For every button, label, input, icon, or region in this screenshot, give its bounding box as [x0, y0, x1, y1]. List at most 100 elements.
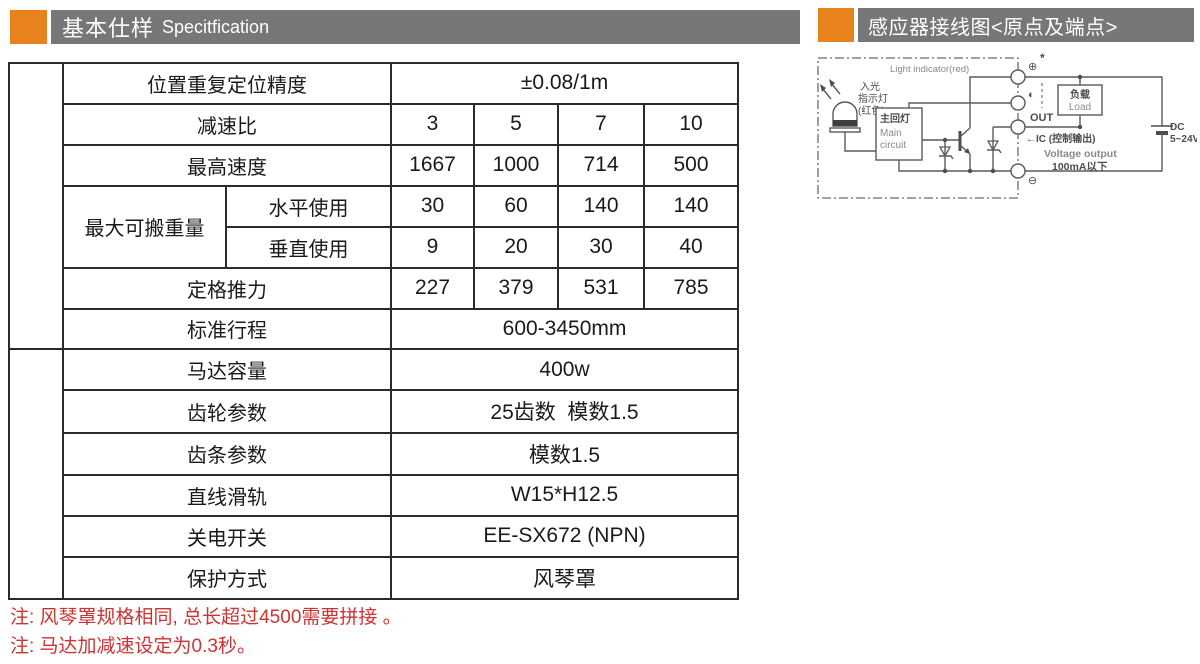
cell-ratio-1: 3	[390, 102, 475, 146]
table-row: 规 格 Spec 位置重复定位精度 ±0.08/1m	[8, 61, 740, 351]
cell-speed-2: 1000	[473, 143, 559, 187]
cell-thrust-1: 227	[390, 266, 475, 310]
table-row: 减速比 3 5 7 10	[9, 102, 740, 146]
table-row: 保护方式 风琴罩	[9, 555, 740, 601]
section-label-parts: 部 品 Parts	[8, 348, 64, 600]
cell-vertical-2: 20	[473, 225, 559, 269]
cell-precision-value: ±0.08/1m	[389, 62, 740, 105]
accent-square-left	[10, 10, 47, 44]
row-label-vertical: 垂直使用	[225, 225, 392, 269]
row-label-motor: 马达容量	[62, 348, 392, 392]
table-row: 关电开关 EE-SX672 (NPN)	[9, 514, 740, 558]
led-label-line2: 指示灯	[858, 92, 888, 105]
led-label-line1: 入光	[860, 80, 880, 93]
junction-dot	[1077, 74, 1083, 80]
cell-speed-3: 714	[557, 143, 645, 187]
dc-voltage-label: 5~24V	[1170, 134, 1197, 145]
cell-thrust-4: 785	[642, 266, 740, 310]
cell-horizontal-4: 140	[642, 184, 740, 228]
transistor-icon	[958, 127, 971, 171]
table-row: 定格推力 227 379 531 785	[9, 266, 740, 310]
led-to-circuit-wire	[844, 132, 876, 152]
section-spec-char2: 格	[21, 194, 51, 228]
sensor-wiring-diagram: DC 5~24V 负载 Load ⊕ * ◐ OUT ⊖ ←IC (控制输出) …	[817, 51, 1197, 199]
cell-speed-4: 500	[642, 143, 740, 187]
section-spec-char1: 规	[21, 162, 51, 196]
row-label-speed: 最高速度	[62, 143, 392, 187]
cell-horizontal-1: 30	[390, 184, 475, 228]
footnote-1: 注: 风琴罩规格相同, 总长超过4500需要拼接 。	[10, 607, 402, 628]
light-indicator-caption: Light indicator(red)	[890, 64, 969, 75]
row-label-stroke: 标准行程	[62, 307, 392, 351]
main-circuit-en2: circuit	[880, 140, 906, 151]
main-circuit-zh: 主回灯	[880, 112, 910, 125]
voltage-output-label: Voltage output	[1044, 148, 1117, 160]
minus-rail-wire	[1025, 138, 1163, 172]
ground-wire	[898, 160, 1011, 172]
cell-thrust-2: 379	[473, 266, 559, 310]
table-row: 垂直使用 9 20 30 40	[9, 225, 740, 269]
cell-motor-value: 400w	[389, 348, 740, 392]
cell-stroke-value: 600-3450mm	[389, 307, 740, 351]
junction-dot	[990, 168, 996, 174]
row-label-precision: 位置重复定位精度	[62, 62, 392, 105]
wiring-header-title: 感应器接线图<原点及端点>	[868, 16, 1118, 39]
cell-protection-value: 风琴罩	[389, 555, 740, 601]
wiring-header-bar: 感应器接线图<原点及端点>	[858, 8, 1194, 42]
load-label-en: Load	[1069, 102, 1091, 113]
plus-rail-wire	[1025, 76, 1163, 122]
indicator-wire	[908, 102, 1011, 108]
row-label-horizontal: 水平使用	[225, 184, 392, 228]
section-label-spec: 规 格 Spec	[8, 61, 64, 351]
section-spec-en: Spec	[14, 227, 58, 249]
battery-icon	[1151, 122, 1173, 138]
section-parts-char2: 品	[21, 462, 51, 496]
ic-control-label: ←IC (控制输出)	[1026, 132, 1095, 145]
cell-horizontal-3: 140	[557, 184, 645, 228]
cell-horizontal-2: 60	[473, 184, 559, 228]
table-row: 直线滑轨 W15*H12.5	[9, 473, 740, 517]
cell-vertical-3: 30	[557, 225, 645, 269]
cell-ratio-3: 7	[557, 102, 645, 146]
zener-diode-icon	[938, 140, 954, 171]
row-label-thrust: 定格推力	[62, 266, 392, 310]
dc-label: DC	[1170, 122, 1184, 133]
spec-header-title-en: Specitfication	[162, 16, 270, 37]
row-label-rail: 直线滑轨	[62, 473, 392, 517]
junction-dot	[1077, 124, 1083, 130]
out-label: OUT	[1030, 112, 1054, 124]
cell-rail-value: W15*H12.5	[389, 473, 740, 517]
led-icon	[820, 79, 861, 133]
section-parts-char1: 部	[21, 430, 51, 464]
main-circuit-en1: Main	[880, 128, 902, 139]
terminal-minus	[1010, 163, 1026, 179]
zener-diode-icon	[986, 127, 1002, 171]
cell-ratio-2: 5	[473, 102, 559, 146]
collector-wire	[969, 76, 1011, 128]
cell-rack-value: 模数1.5	[389, 431, 740, 476]
current-limit-label: 100mA以下	[1052, 161, 1108, 173]
row-label-protection: 保护方式	[62, 555, 392, 601]
cell-thrust-3: 531	[557, 266, 645, 310]
row-label-photo-switch: 关电开关	[62, 514, 392, 558]
footnote-2: 注: 马达加减速设定为0.3秒。	[10, 636, 256, 657]
junction-dot	[942, 168, 948, 174]
spec-header-title-zh: 基本仕样	[62, 16, 155, 41]
minus-symbol: ⊖	[1028, 175, 1037, 187]
terminal-out	[1010, 119, 1026, 135]
row-label-payload: 最大可搬重量	[62, 184, 227, 269]
plus-symbol: ⊕	[1028, 61, 1037, 73]
terminal-plus	[1010, 69, 1026, 85]
main-circuit-box	[875, 107, 923, 161]
spec-header-bar: 基本仕样 Specitfication	[51, 10, 800, 44]
junction-dot	[967, 168, 973, 174]
cell-vertical-4: 40	[642, 225, 740, 269]
table-row: 最高速度 1667 1000 714 500	[9, 143, 740, 187]
table-row: 标准行程 600-3450mm	[9, 307, 740, 351]
table-row: 最大可搬重量 水平使用 30 60 140 140	[9, 184, 740, 269]
accent-square-right	[818, 8, 854, 42]
cell-gear-value: 25齿数 模数1.5	[389, 389, 740, 434]
spec-table: 规 格 Spec 位置重复定位精度 ±0.08/1m 减速比 3 5 7 10 …	[8, 61, 740, 601]
asterisk-mark: *	[1040, 51, 1045, 65]
section-parts-en: Parts	[13, 495, 59, 517]
